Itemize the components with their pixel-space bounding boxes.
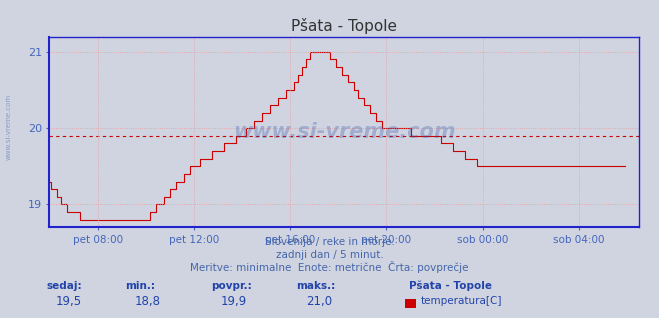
- Text: min.:: min.:: [125, 281, 156, 291]
- Text: Pšata - Topole: Pšata - Topole: [409, 281, 492, 291]
- Text: www.si-vreme.com: www.si-vreme.com: [233, 122, 455, 142]
- Text: maks.:: maks.:: [297, 281, 336, 291]
- Text: 18,8: 18,8: [135, 295, 161, 308]
- Text: 19,9: 19,9: [221, 295, 247, 308]
- Text: Slovenija / reke in morje.: Slovenija / reke in morje.: [264, 238, 395, 247]
- Text: 19,5: 19,5: [56, 295, 82, 308]
- Text: povpr.:: povpr.:: [211, 281, 252, 291]
- Text: 21,0: 21,0: [306, 295, 333, 308]
- Text: zadnji dan / 5 minut.: zadnji dan / 5 minut.: [275, 250, 384, 260]
- Text: www.si-vreme.com: www.si-vreme.com: [5, 94, 12, 160]
- Title: Pšata - Topole: Pšata - Topole: [291, 18, 397, 34]
- Text: temperatura[C]: temperatura[C]: [420, 296, 502, 306]
- Text: sedaj:: sedaj:: [46, 281, 82, 291]
- Text: Meritve: minimalne  Enote: metrične  Črta: povprečje: Meritve: minimalne Enote: metrične Črta:…: [190, 261, 469, 273]
